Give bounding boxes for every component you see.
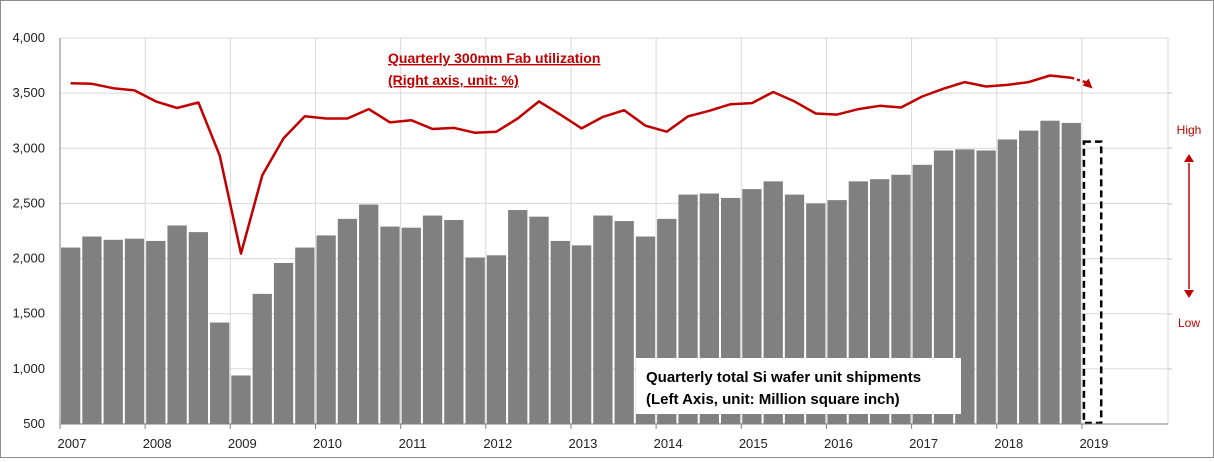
y-tick-label: 1,000: [12, 361, 45, 376]
shipments-title-bg: [636, 358, 961, 414]
x-tick-label: 2019: [1079, 436, 1108, 451]
left-axis-ticks: 500 1,000 1,500 2,000 2,500 3,000 3,500 4,000: [12, 30, 45, 431]
y-tick-label: 3,000: [12, 140, 45, 155]
x-tick-label: 2009: [228, 436, 257, 451]
shipment-bar: [231, 375, 251, 424]
shipment-bar: [933, 150, 954, 424]
arrow-down-icon: [1184, 290, 1194, 298]
x-tick-label: 2012: [483, 436, 512, 451]
gridlines: [59, 37, 1172, 424]
y-tick-label: 4,000: [12, 30, 45, 45]
y-tick-label: 2,500: [12, 195, 45, 210]
shipment-bar: [997, 139, 1018, 424]
x-tick-label: 2016: [824, 436, 853, 451]
shipment-bar: [210, 322, 230, 424]
shipment-bar: [252, 293, 272, 424]
shipment-bar: [508, 210, 528, 424]
utilization-title: Quarterly 300mm Fab utilization (Right a…: [388, 50, 600, 88]
x-tick-label: 2013: [568, 436, 597, 451]
shipment-bar: [359, 204, 379, 424]
y-tick-label: 3,500: [12, 85, 45, 100]
right-axis-high-label: High: [1177, 123, 1202, 137]
y-tick-label: 1,500: [12, 306, 45, 321]
utilization-forecast-segment: [1070, 76, 1087, 84]
shipment-bar: [380, 226, 400, 424]
shipment-bar: [167, 225, 187, 424]
shipment-bar: [401, 227, 421, 424]
shipment-bar: [976, 150, 996, 424]
shipment-bar: [1061, 122, 1081, 425]
shipment-bar: [1040, 120, 1060, 424]
x-tick-label: 2011: [399, 436, 427, 451]
shipments-title-box: Quarterly total Si wafer unit shipments …: [636, 358, 961, 414]
shipment-bar: [103, 239, 123, 424]
shipment-bar: [529, 216, 549, 424]
shipment-bar: [550, 240, 570, 424]
x-tick-label: 2017: [909, 436, 938, 451]
shipment-bar: [444, 219, 464, 424]
shipment-bar: [295, 247, 315, 424]
shipment-bar: [422, 215, 443, 424]
x-tick-label: 2018: [994, 436, 1023, 451]
right-axis-indicator: High Low: [1177, 123, 1202, 330]
utilization-title-line2: (Right axis, unit: %): [388, 72, 519, 88]
utilization-title-line1: Quarterly 300mm Fab utilization: [388, 50, 600, 66]
shipment-bar: [1019, 130, 1039, 424]
shipment-bar: [146, 240, 166, 424]
utilization-line: [70, 74, 1072, 255]
shipment-bar: [188, 232, 209, 424]
arrow-up-icon: [1184, 154, 1194, 162]
forecast-arrow-icon: [1082, 78, 1093, 89]
shipment-bar: [465, 257, 485, 424]
x-tick-label: 2010: [313, 436, 342, 451]
chart-axes: [59, 38, 1168, 425]
shipment-bar: [486, 255, 507, 424]
x-axis-ticks: 2007 2008 2009 2010 2011 2012 2013 2014 2015 2016…: [58, 424, 1108, 451]
x-tick-label: 2007: [58, 436, 87, 451]
shipment-bar: [614, 221, 634, 424]
shipment-bar: [337, 218, 358, 424]
shipment-bar: [955, 149, 975, 425]
shipment-bar: [273, 262, 294, 424]
shipment-bar: [82, 236, 102, 424]
y-tick-label: 2,000: [12, 251, 45, 266]
right-axis-low-label: Low: [1178, 316, 1200, 330]
x-tick-label: 2014: [654, 436, 683, 451]
shipment-bar: [61, 247, 81, 424]
shipment-bar: [571, 245, 592, 424]
shipments-title-line1: Quarterly total Si wafer unit shipments: [646, 369, 921, 386]
x-tick-label: 2008: [143, 436, 172, 451]
shipments-title-line2: (Left Axis, unit: Million square inch): [646, 391, 900, 408]
shipment-bar: [316, 235, 336, 424]
shipment-bar: [593, 215, 613, 424]
y-tick-label: 500: [23, 416, 45, 431]
shipment-bar: [124, 238, 145, 424]
utilization-line-layer: [70, 74, 1093, 255]
forecast-dashed-box: [1082, 140, 1103, 425]
x-tick-label: 2015: [739, 436, 768, 451]
